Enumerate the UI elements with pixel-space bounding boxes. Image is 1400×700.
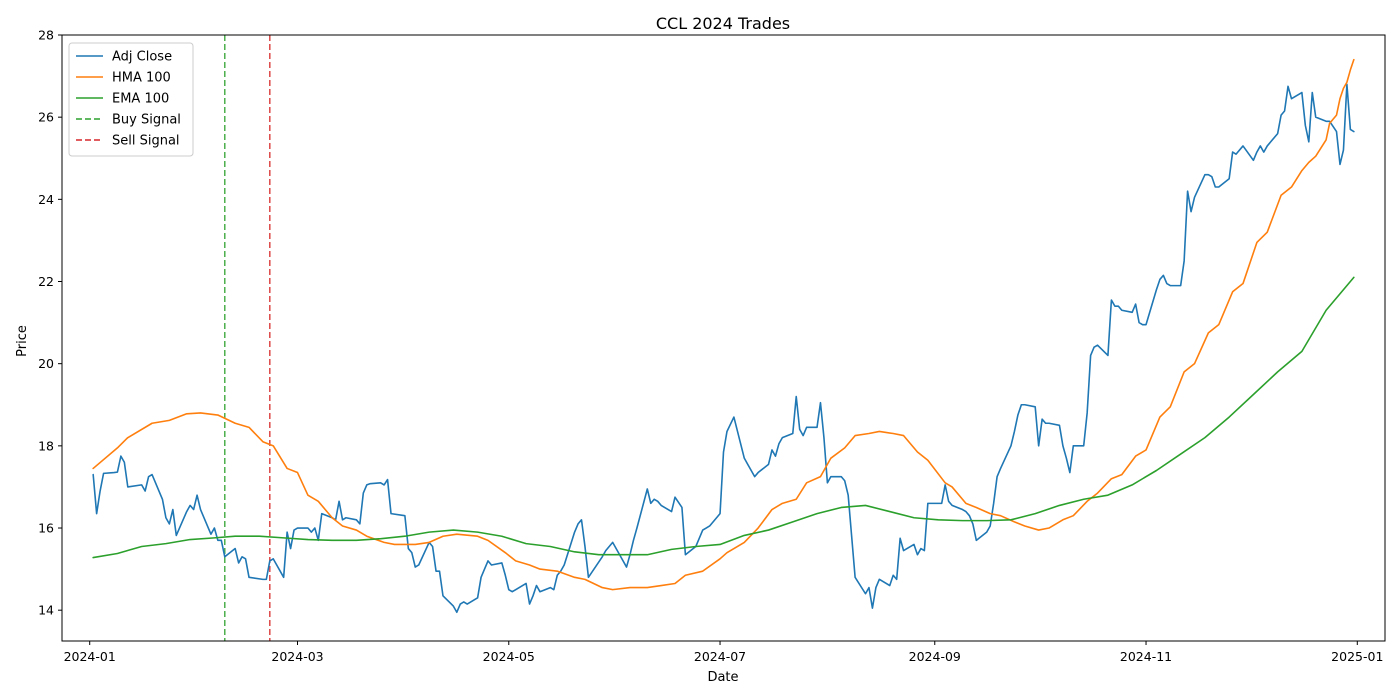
legend-label: Buy Signal	[112, 113, 181, 128]
x-tick-label: 2024-03	[271, 649, 323, 664]
x-tick-label: 2024-09	[909, 649, 961, 664]
legend: Adj Close HMA 100 EMA 100 Buy Signal Sell Si…	[68, 42, 194, 157]
y-tick-label: 26	[38, 110, 54, 125]
series-line-adj-close	[92, 83, 1355, 614]
axes: 2024-01 2024-03 2024-05 2024-07 2024-09 2024-…	[38, 28, 1386, 664]
x-tick-label: 2024-05	[483, 649, 535, 664]
y-tick-label: 28	[38, 28, 54, 43]
y-tick-label: 24	[38, 192, 54, 207]
legend-label: Adj Close	[112, 50, 172, 65]
y-tick-label: 16	[38, 521, 54, 536]
plot-area	[92, 35, 1355, 641]
y-axis-label: Price	[15, 325, 30, 357]
y-tick-label: 20	[38, 356, 54, 371]
y-tick-label: 14	[38, 603, 54, 618]
legend-box	[68, 42, 194, 157]
chart-title: CCL 2024 Trades	[656, 14, 790, 33]
x-tick-label: 2024-07	[694, 649, 746, 664]
series-line-hma-100	[92, 58, 1355, 591]
legend-label: HMA 100	[112, 71, 171, 86]
y-tick-label: 22	[38, 274, 54, 289]
x-axis-label: Date	[707, 670, 738, 685]
series-line-ema-100	[92, 276, 1355, 559]
x-tick-label: 2024-01	[64, 649, 116, 664]
legend-label: Sell Signal	[112, 134, 180, 149]
axes-frame	[61, 34, 1386, 642]
x-tick-label: 2025-01	[1331, 649, 1383, 664]
y-tick-label: 18	[38, 438, 54, 453]
legend-label: EMA 100	[112, 92, 169, 107]
x-tick-label: 2024-11	[1120, 649, 1172, 664]
